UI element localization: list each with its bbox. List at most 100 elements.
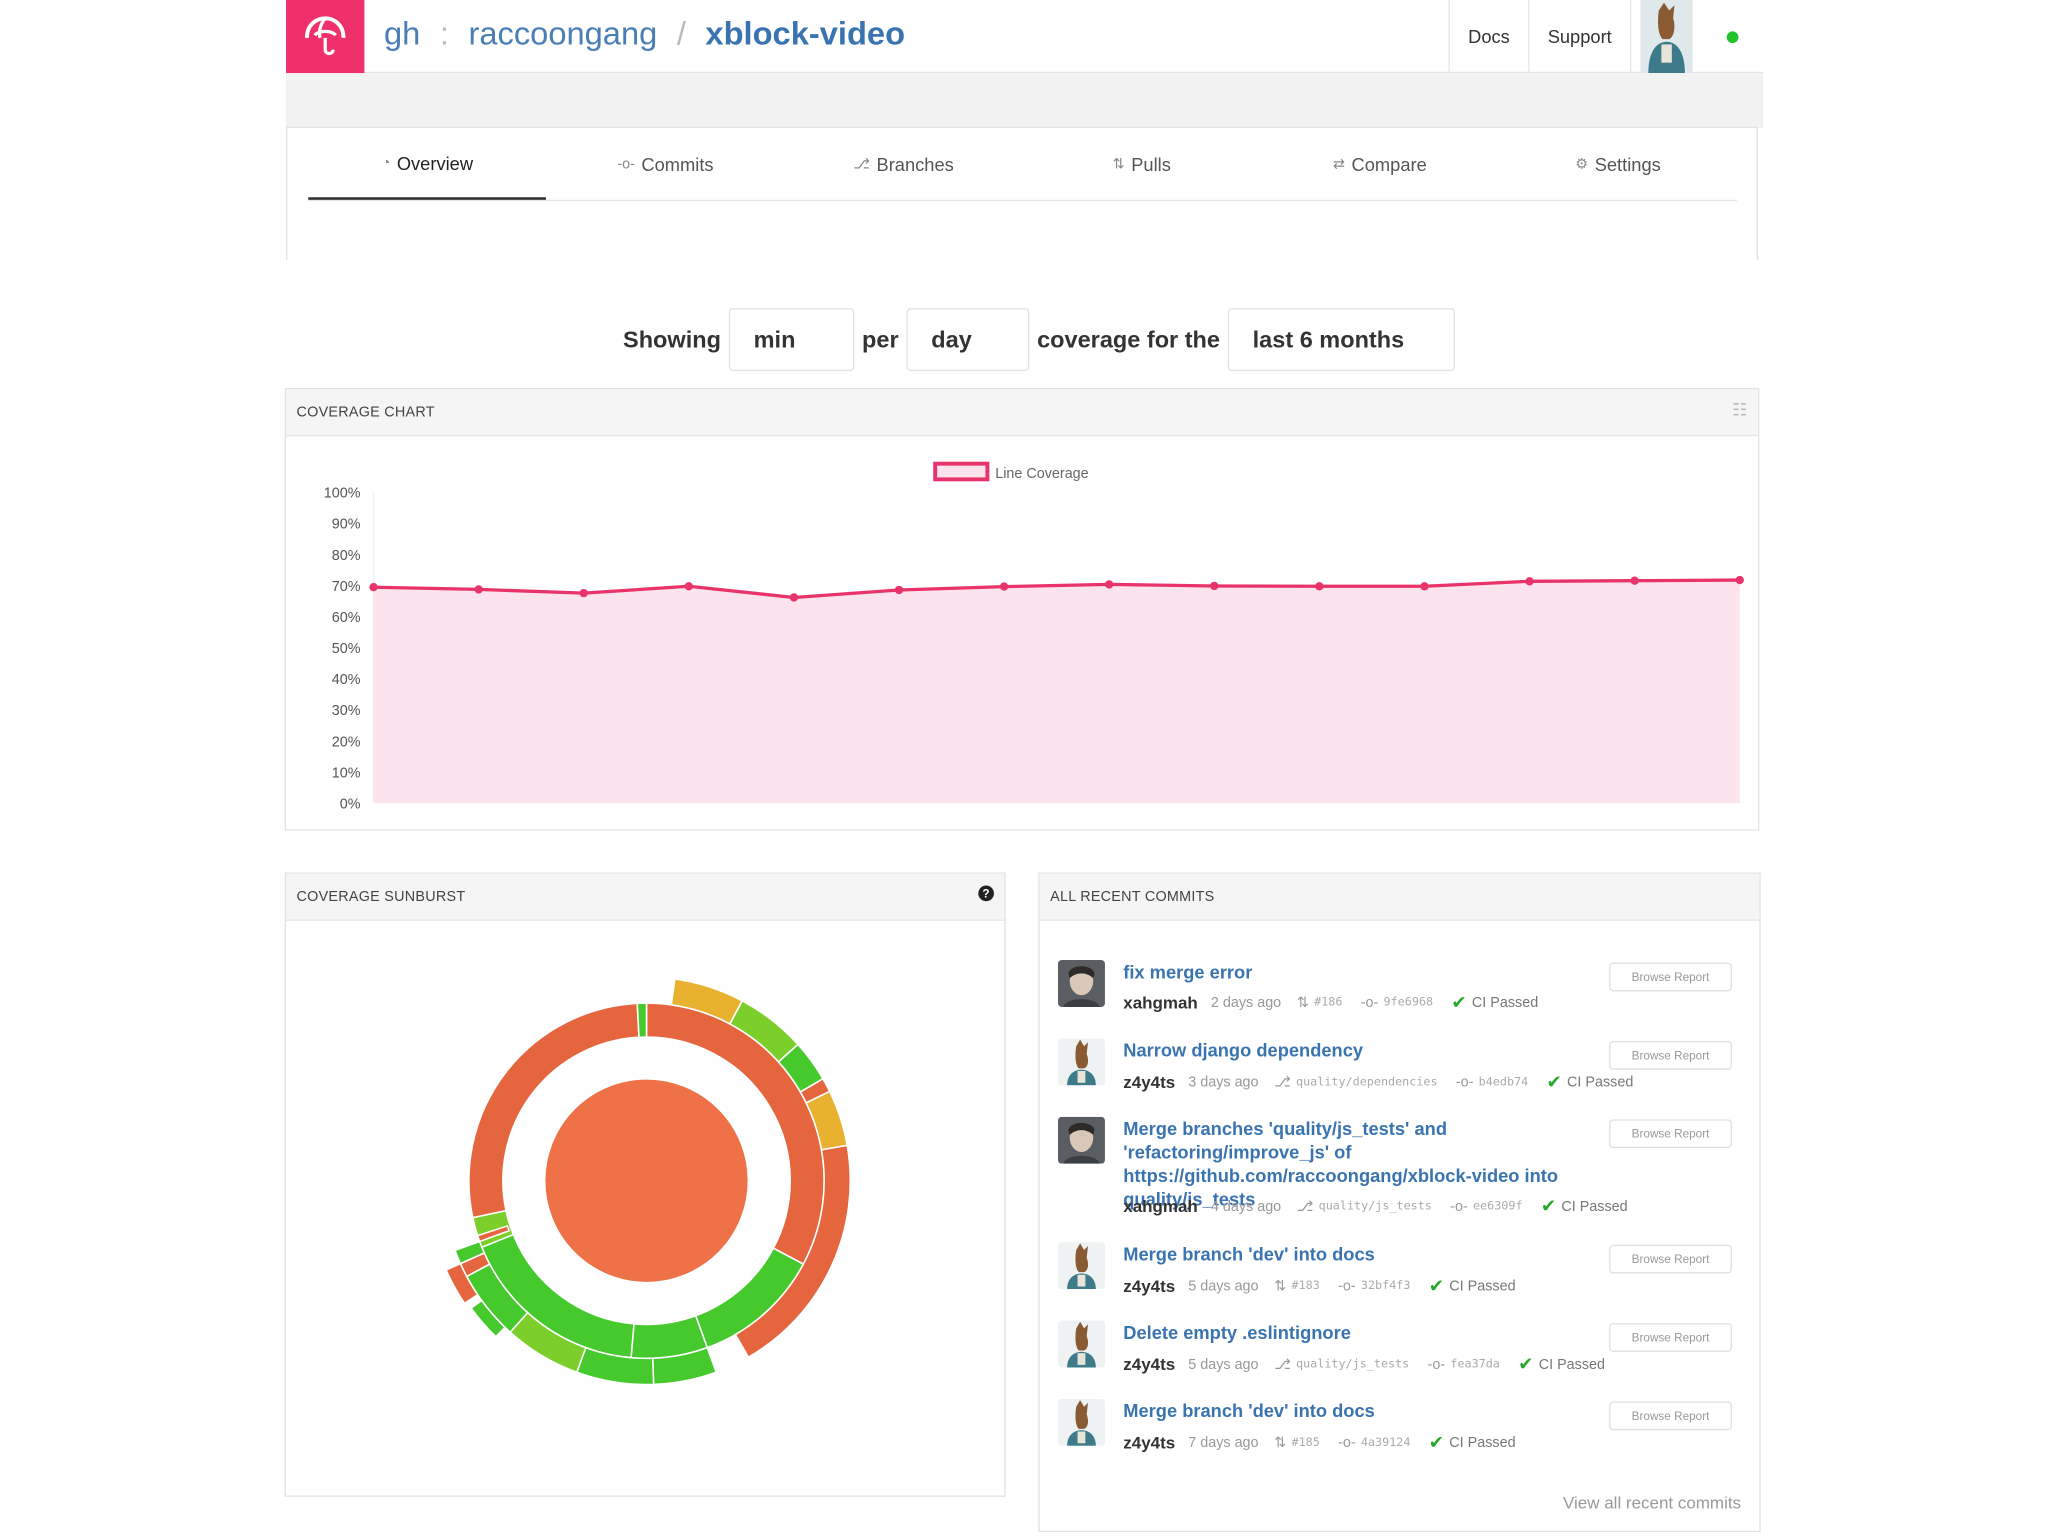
commit-ref[interactable]: quality/js_tests — [1318, 1199, 1432, 1213]
ci-status: CI Passed — [1471, 994, 1539, 1011]
sunburst-core[interactable] — [543, 1078, 750, 1284]
breadcrumb-owner[interactable]: raccoongang — [468, 15, 658, 53]
branch-icon: ⎇ — [1274, 1074, 1291, 1091]
commit-time: 4 days ago — [1210, 1198, 1282, 1215]
chart-settings-icon[interactable]: ☷ — [1732, 399, 1748, 420]
commit-author[interactable]: z4y4ts — [1123, 1432, 1176, 1453]
codecov-logo[interactable] — [286, 0, 365, 74]
y-tick-label: 40% — [332, 672, 361, 688]
coverage-point[interactable] — [789, 593, 799, 602]
commit-title[interactable]: Merge branch 'dev' into docs — [1123, 1400, 1375, 1422]
coverage-area — [373, 580, 1740, 804]
commit-title[interactable]: Delete empty .eslintignore — [1123, 1321, 1351, 1343]
browse-report-button[interactable]: Browse Report — [1609, 1244, 1732, 1274]
commit-author[interactable]: z4y4ts — [1123, 1354, 1176, 1375]
commit-sha[interactable]: 32bf4f3 — [1360, 1279, 1411, 1293]
coverage-point[interactable] — [369, 583, 378, 592]
breadcrumb-slash: / — [676, 15, 686, 53]
commit-author-avatar[interactable] — [1057, 1320, 1105, 1368]
check-icon: ✔ — [1518, 1353, 1534, 1375]
commit-title[interactable]: Narrow django dependency — [1123, 1039, 1364, 1061]
coverage-point[interactable] — [1105, 580, 1114, 589]
browse-report-button[interactable]: Browse Report — [1609, 1323, 1732, 1352]
commit-author[interactable]: xahgmah — [1123, 992, 1198, 1013]
tab-branches[interactable]: ⎇ Branches — [785, 128, 1023, 200]
range-select[interactable]: last 6 months — [1227, 308, 1456, 371]
pull-request-icon: ⇅ — [1274, 1278, 1287, 1295]
tab-compare[interactable]: ⇄ Compare — [1261, 128, 1499, 200]
commit-icon: -o- — [1338, 1434, 1356, 1451]
commit-title[interactable]: Merge branch 'dev' into docs — [1123, 1243, 1375, 1265]
sunburst-segment[interactable] — [445, 1262, 479, 1305]
interval-select[interactable]: day — [906, 308, 1030, 371]
ci-status: CI Passed — [1449, 1434, 1516, 1451]
commit-author-avatar[interactable] — [1057, 959, 1105, 1008]
sunburst-segment[interactable] — [470, 1299, 507, 1338]
commit-author[interactable]: z4y4ts — [1123, 1072, 1176, 1092]
commit-sha[interactable]: ee6309f — [1472, 1199, 1523, 1213]
coverage-point[interactable] — [684, 582, 694, 591]
commit-author-avatar[interactable] — [1057, 1116, 1105, 1164]
coverage-point[interactable] — [894, 585, 904, 595]
browse-report-button[interactable]: Browse Report — [1609, 1119, 1732, 1149]
y-tick-label: 0% — [340, 796, 361, 812]
view-all-commits-link[interactable]: View all recent commits — [1563, 1492, 1742, 1513]
breadcrumb-repo[interactable]: xblock-video — [705, 15, 906, 53]
aggregate-select[interactable]: min — [728, 308, 855, 371]
commit-ref[interactable]: #183 — [1291, 1279, 1320, 1293]
tab-settings[interactable]: ⚙ Settings — [1499, 128, 1737, 200]
commit-sha[interactable]: 9fe6968 — [1383, 995, 1434, 1009]
user-avatar[interactable] — [1630, 0, 1701, 74]
coverage-point[interactable] — [1630, 576, 1639, 585]
ci-status: CI Passed — [1567, 1074, 1634, 1090]
tab-overview-label: Overview — [396, 152, 474, 174]
coverage-filter: Showing min per day coverage for the las… — [623, 308, 1463, 371]
commit-ref[interactable]: quality/dependencies — [1296, 1075, 1438, 1089]
ci-status: CI Passed — [1561, 1198, 1628, 1215]
commit-sha[interactable]: b4edb74 — [1478, 1075, 1529, 1089]
commit-title[interactable]: fix merge error — [1123, 961, 1253, 983]
check-icon: ✔ — [1428, 1274, 1445, 1296]
commit-author-avatar[interactable] — [1057, 1242, 1105, 1290]
breadcrumb-service[interactable]: gh — [383, 15, 421, 53]
coverage-sunburst[interactable] — [286, 922, 1007, 1497]
coverage-point[interactable] — [1315, 582, 1324, 591]
commit-author[interactable]: xahgmah — [1123, 1196, 1198, 1216]
docs-link[interactable]: Docs — [1448, 0, 1529, 74]
tab-commits[interactable]: -o- Commits — [546, 128, 784, 200]
browse-report-button[interactable]: Browse Report — [1609, 1040, 1732, 1070]
status-indicator — [1701, 0, 1764, 73]
commit-ref[interactable]: quality/js_tests — [1296, 1357, 1410, 1371]
umbrella-icon — [304, 16, 346, 56]
browse-report-button[interactable]: Browse Report — [1609, 1401, 1732, 1431]
question-circle-icon[interactable]: ? — [978, 885, 994, 902]
commit-author[interactable]: z4y4ts — [1123, 1276, 1176, 1296]
commit-ref[interactable]: #185 — [1291, 1436, 1320, 1450]
top-bar: gh : raccoongang / xblock-video Docs Sup… — [286, 0, 1764, 74]
branch-icon: ⎇ — [1274, 1357, 1291, 1373]
coverage-point[interactable] — [474, 585, 483, 594]
commit-author-avatar[interactable] — [1057, 1038, 1105, 1086]
coverage-point[interactable] — [579, 588, 588, 598]
sunburst-segment[interactable] — [636, 1002, 648, 1039]
breadcrumb-colon: : — [439, 15, 449, 53]
coverage-point[interactable] — [1420, 582, 1429, 591]
sunburst-segment[interactable] — [734, 1144, 852, 1359]
support-link[interactable]: Support — [1528, 0, 1630, 74]
tab-pulls[interactable]: ⇅ Pulls — [1023, 128, 1261, 200]
commit-sha[interactable]: 4a39124 — [1360, 1436, 1411, 1450]
coverage-point[interactable] — [999, 582, 1009, 591]
commit-author-avatar[interactable] — [1057, 1398, 1105, 1446]
coverage-point[interactable] — [1210, 581, 1219, 591]
commit-title[interactable]: Merge branches 'quality/js_tests' and 'r… — [1123, 1118, 1559, 1210]
commit-ref[interactable]: #186 — [1314, 995, 1343, 1009]
sunburst-segment[interactable] — [476, 1224, 511, 1243]
showing-label: Showing — [623, 325, 721, 352]
coverage-point[interactable] — [1525, 577, 1534, 586]
coverage-point[interactable] — [1735, 575, 1744, 585]
coverage-chart-header: COVERAGE CHART ☷ — [286, 389, 1759, 437]
browse-report-button[interactable]: Browse Report — [1609, 962, 1732, 992]
tab-overview[interactable]: ◔ Overview — [308, 128, 547, 200]
dashboard-icon: ◔ — [381, 154, 391, 171]
commit-sha[interactable]: fea37da — [1450, 1357, 1500, 1371]
